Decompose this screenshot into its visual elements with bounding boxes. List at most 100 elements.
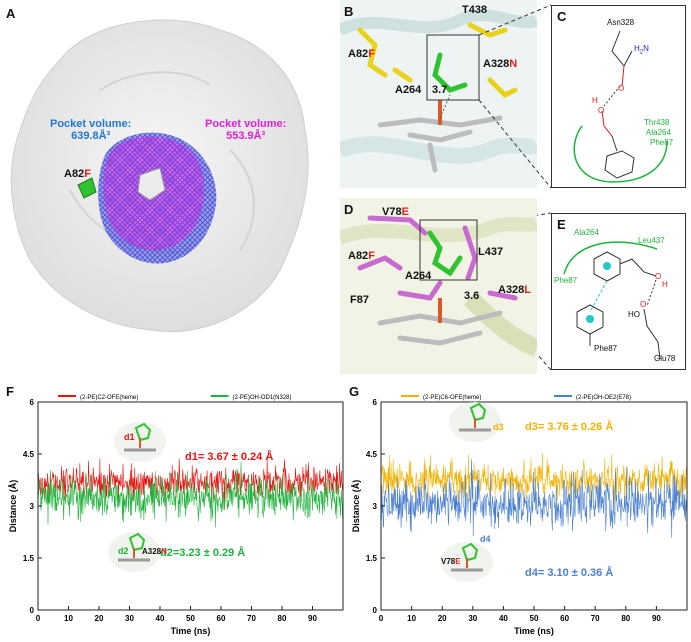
distance-d: 3.6 (464, 290, 480, 302)
x-tick-label-4: 40 (156, 614, 165, 623)
annotation-1: d4= 3.10 ± 0.36 Å (525, 566, 613, 579)
residue-base: A264 (395, 84, 422, 96)
annotation-0: d3= 3.76 ± 0.26 Å (525, 420, 613, 433)
residue-base: T438 (462, 4, 488, 16)
c-nh2: H2N (634, 44, 649, 56)
residue-d-2: A264 (405, 270, 431, 282)
residue-mut: E (401, 206, 409, 218)
residue-mut: F (368, 48, 375, 60)
residue-d-3: L437 (478, 246, 503, 258)
x-tick-label-5: 50 (530, 614, 539, 623)
c-phe-label: Phe87 (650, 138, 674, 147)
e-ho-label: HO (628, 310, 640, 319)
x-axis-label: Time (ns) (514, 626, 554, 636)
residue-d-4: F87 (350, 294, 369, 306)
panel-c: C Asn328 H2N O O H Thr438 Ala264 Phe87 (551, 5, 686, 188)
panel-a: A Pocket volume: 639.8Å³ Pocket volume: (0, 0, 330, 345)
y-tick-label-1: 1.5 (366, 554, 378, 563)
residue-base: A82 (64, 168, 85, 180)
inset-molecule-0 (449, 402, 501, 442)
panel-label-g: G (349, 384, 360, 399)
legend-label-1: (2-PE)OH-OD1(N328) (233, 395, 292, 401)
residue-b-2: A328N (483, 58, 517, 70)
inset-label-1: d2 (118, 546, 129, 556)
residue-b-3: A264 (395, 84, 421, 96)
x-tick-label-1: 10 (64, 614, 73, 623)
inset-label-0: d1 (124, 432, 135, 442)
c-nh2-n: N (643, 44, 649, 53)
inset-label-2: A328N (142, 547, 167, 556)
panel-label-f: F (6, 384, 14, 399)
residue-d-0: V78E (382, 206, 409, 218)
panel-b: B A82F T438 A328N A264 3.7 (340, 0, 537, 188)
x-tick-label-3: 30 (468, 614, 477, 623)
x-tick-label-2: 20 (95, 614, 104, 623)
inset-molecule-1 (441, 542, 493, 582)
legend-label-1: (2-PE)OH-OE2(E78) (576, 395, 631, 401)
y-axis-label: Distance (Å) (351, 480, 361, 533)
e-phe-bot-label: Phe87 (594, 344, 618, 353)
annotation-1: d2=3.23 ± 0.29 Å (160, 546, 245, 559)
panel-f: F 0 1.5 3 4.5 6 0 10 20 30 40 50 60 70 80 90 Time (ns) D… (0, 384, 345, 642)
panel-label-b: B (344, 4, 354, 19)
panel-label-d: D (344, 202, 354, 217)
residue-d-1: A82F (348, 250, 375, 262)
x-tick-label-9: 90 (308, 614, 317, 623)
c-asn-label: Asn328 (607, 18, 635, 27)
e-phe-top-label: Phe87 (554, 276, 578, 285)
protein-surface-a (10, 19, 309, 333)
x-tick-label-3: 30 (125, 614, 134, 623)
residue-base: V78 (382, 206, 402, 218)
pocket-magenta-value: 553.9Å³ (226, 130, 266, 142)
residue-base: L437 (478, 246, 504, 258)
residue-base: F87 (350, 294, 369, 306)
x-tick-label-1: 10 (407, 614, 416, 623)
y-tick-label-2: 3 (373, 502, 378, 511)
series-line-0 (37, 458, 344, 510)
c-ala-label: Ala264 (646, 128, 671, 137)
panel-label-c: C (557, 9, 567, 24)
y-tick-label-0: 0 (30, 606, 35, 615)
e-leu-label: Leu437 (638, 236, 665, 245)
c-oh-o: O (598, 106, 605, 115)
y-tick-label-1: 1.5 (23, 554, 35, 563)
x-tick-label-9: 90 (652, 614, 661, 623)
annotation-0: d1= 3.67 ± 0.24 Å (185, 450, 273, 463)
c-nh2-sub: 2 (639, 49, 644, 56)
y-axis-label: Distance (Å) (8, 480, 18, 533)
x-tick-label-4: 40 (499, 614, 508, 623)
x-tick-label-5: 50 (186, 614, 195, 623)
residue-b-0: A82F (348, 48, 375, 60)
residue-base: A82 (348, 250, 369, 262)
x-axis-label: Time (ns) (171, 626, 211, 636)
panel-label-e: E (557, 217, 566, 232)
residue-d-5: A328L (498, 284, 531, 296)
x-tick-label-8: 80 (278, 614, 287, 623)
structure-d (340, 198, 537, 374)
residue-base: A328 (498, 284, 525, 296)
inset-molecule-1 (108, 532, 160, 572)
pocket-magenta-title: Pocket volume: (205, 118, 287, 130)
panel-g: G 0 1.5 3 4.5 6 0 10 20 30 40 50 60 70 80 90 Time (ns) D… (345, 384, 691, 642)
x-tick-label-8: 80 (621, 614, 630, 623)
y-tick-label-4: 6 (30, 398, 35, 407)
inset-molecule-0 (114, 422, 166, 462)
e-o1-label: O (640, 300, 647, 309)
c-o-label: O (618, 84, 625, 93)
c-nh2-h: H (634, 44, 640, 53)
legend-label-0: (2-PE)C2-OFE(heme) (80, 395, 138, 401)
pocket-volume-blue: Pocket volume: 639.8Å³ (50, 118, 131, 142)
c-oh-h: H (592, 96, 598, 105)
series-line-1 (37, 461, 344, 528)
residue-mut: F (368, 250, 375, 262)
y-tick-label-0: 0 (373, 606, 378, 615)
e-ala-label: Ala264 (574, 228, 599, 237)
x-tick-label-0: 0 (379, 614, 384, 623)
x-tick-label-7: 70 (591, 614, 600, 623)
series-line-1 (380, 459, 688, 538)
residue-base: A82 (348, 48, 369, 60)
pocket-volume-magenta: Pocket volume: 553.9Å³ (205, 118, 286, 142)
residue-base: A264 (405, 270, 432, 282)
